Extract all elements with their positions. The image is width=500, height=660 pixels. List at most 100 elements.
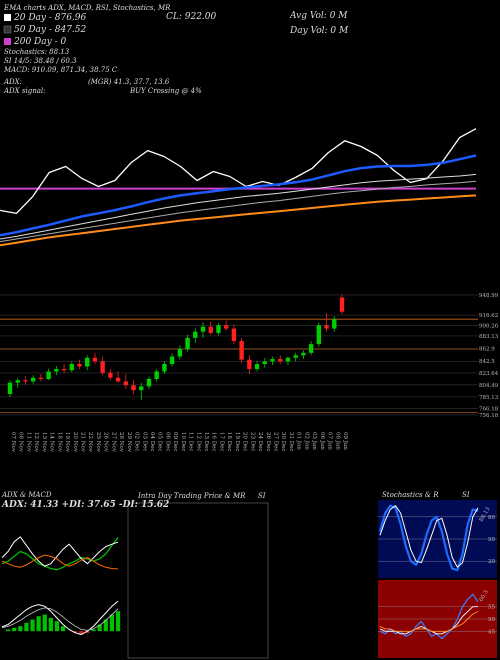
ema200: 200 Day - 0 xyxy=(13,37,66,47)
candle-body xyxy=(308,344,314,353)
x-tick-label: 17 Dec xyxy=(218,432,224,452)
x-tick-label: 07 Nov xyxy=(10,432,16,453)
x-tick-label: 12 Dec xyxy=(195,432,201,452)
histogram-bar xyxy=(42,614,47,632)
series-line xyxy=(0,180,477,243)
candle-body xyxy=(169,356,175,365)
candle-body xyxy=(316,325,322,345)
series-line xyxy=(379,593,479,640)
header-title: EMA charts ADX, MACD, RSI, Stochastics, … xyxy=(3,4,171,12)
candle-body xyxy=(193,331,198,338)
y-tick-label: 785.13 xyxy=(479,395,499,401)
histogram-bar xyxy=(18,626,23,632)
x-tick-label: 11 Nov xyxy=(25,432,31,453)
macd: MACD: 910.09, 871.34, 38.75 C xyxy=(3,66,118,74)
x-tick-label: 13 Dec xyxy=(203,432,209,452)
intraday-si: SI xyxy=(258,492,266,500)
candle-body xyxy=(332,319,337,329)
x-tick-label: 22 Nov xyxy=(87,432,93,453)
candle-body xyxy=(177,349,183,357)
candle-body xyxy=(247,359,252,369)
candle-body xyxy=(108,372,113,378)
value-label: 60.3 xyxy=(479,589,491,603)
y-tick-label: 80 xyxy=(488,515,495,521)
candle-body xyxy=(85,357,90,367)
x-tick-label: 26 Nov xyxy=(103,432,109,453)
y-tick-label: 948.99 xyxy=(479,293,499,299)
x-tick-label: 09 Jan xyxy=(342,432,348,450)
histogram-bar xyxy=(109,614,115,632)
x-tick-label: 04 Dec xyxy=(149,432,155,452)
series-line xyxy=(0,154,477,237)
panel-subtitle: ADX: 41.33 +DI: 37.65 -DI: 15.62 xyxy=(1,500,169,510)
histogram-bar xyxy=(103,619,108,632)
x-tick-label: 21 Nov xyxy=(79,432,85,453)
y-tick-label: 862.9 xyxy=(479,347,495,353)
series-line xyxy=(379,505,479,568)
x-tick-label: 01 Jan xyxy=(296,432,302,450)
x-tick-label: 25 Nov xyxy=(95,432,101,453)
candle-body xyxy=(15,380,20,383)
x-tick-label: 06 Dec xyxy=(164,432,170,452)
x-tick-label: 23 Dec xyxy=(249,432,255,452)
series-line xyxy=(378,504,479,572)
candle-body xyxy=(115,377,121,382)
candle-body xyxy=(262,361,267,365)
candle-body xyxy=(100,361,105,373)
x-tick-label: 02 Dec xyxy=(134,432,140,452)
histogram-bar xyxy=(79,631,84,635)
candle-body xyxy=(92,357,98,362)
candle-body xyxy=(301,352,306,356)
series-line xyxy=(1,537,119,571)
x-tick-label: 19 Nov xyxy=(64,432,70,453)
x-tick-label: 13 Nov xyxy=(41,432,47,453)
candle-body xyxy=(270,359,275,362)
histogram-bar xyxy=(91,629,96,632)
candle-body xyxy=(339,297,345,312)
y-tick-label: 900.26 xyxy=(479,323,499,329)
y-tick-label: 55 xyxy=(488,605,495,611)
x-tick-label: 05 Dec xyxy=(157,432,163,452)
intraday-title: Intra Day Trading Price & MR xyxy=(137,492,246,500)
candle-body xyxy=(254,364,260,369)
candle-body xyxy=(231,328,237,341)
histogram-bar xyxy=(36,616,41,632)
y-tick-label: 804.49 xyxy=(479,383,499,389)
candle-body xyxy=(324,325,329,329)
candle-body xyxy=(239,341,244,360)
candle-body xyxy=(131,385,136,391)
adx-label: ADX: xyxy=(3,78,22,86)
series-line xyxy=(0,128,477,215)
series-line xyxy=(1,536,119,567)
panel-title: ADX & MACD xyxy=(1,491,52,499)
x-tick-label: 30 Dec xyxy=(280,432,286,452)
histogram-bar xyxy=(60,626,66,632)
ema50: 50 Day - 847.52 xyxy=(14,25,87,35)
x-tick-label: 29 Nov xyxy=(126,432,132,453)
x-tick-label: 18 Dec xyxy=(226,432,232,452)
legend-swatch xyxy=(4,14,11,21)
histogram-bar xyxy=(30,619,35,632)
x-tick-label: 20 Nov xyxy=(72,432,78,453)
histogram-bar xyxy=(54,621,60,632)
histogram-bar xyxy=(85,631,90,633)
y-tick-label: 883.13 xyxy=(479,334,499,340)
x-tick-label: 27 Nov xyxy=(110,432,116,453)
histogram-bar xyxy=(48,617,53,632)
candle-body xyxy=(285,357,291,362)
candle-body xyxy=(154,371,159,379)
y-tick-label: 20 xyxy=(488,559,495,565)
series-line xyxy=(1,607,119,631)
intraday-panel xyxy=(127,502,269,659)
candle-body xyxy=(69,364,74,371)
candle-body xyxy=(123,381,129,386)
avg-volume: Avg Vol: 0 M xyxy=(289,11,348,21)
x-tick-label: 28 Nov xyxy=(118,432,124,453)
candle-body xyxy=(200,326,206,332)
x-tick-label: 18 Nov xyxy=(56,432,62,453)
candle-body xyxy=(208,326,213,333)
histogram-bar xyxy=(24,622,29,632)
series-line xyxy=(0,173,477,240)
series-line xyxy=(379,611,479,632)
candle-body xyxy=(7,382,13,394)
